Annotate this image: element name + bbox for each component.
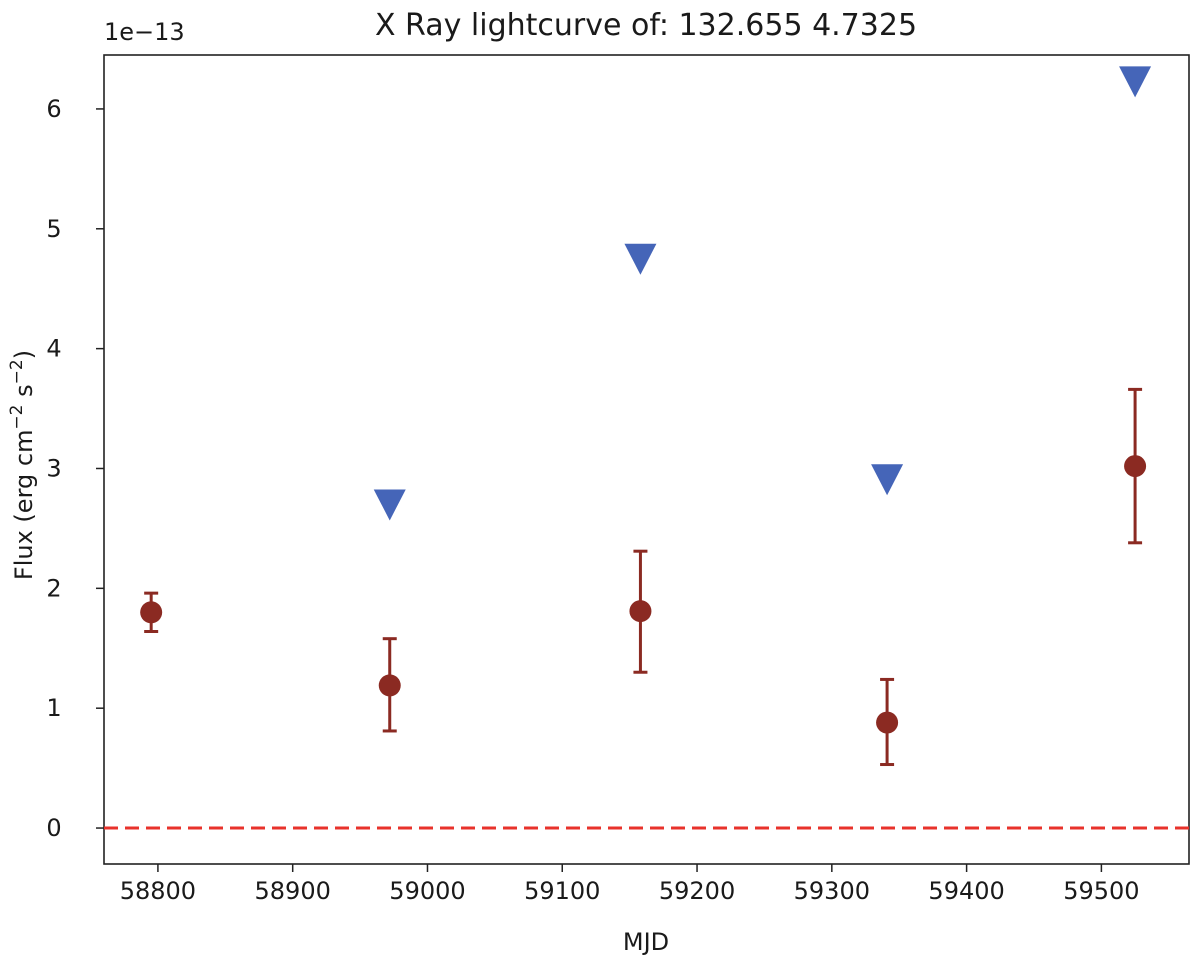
plot-frame (103, 54, 1190, 865)
y-offset-label: 1e−13 (104, 18, 185, 46)
y-axis: 0 1 2 3 4 5 6 (46, 95, 104, 842)
x-tick-label: 59100 (524, 877, 600, 905)
detection-point (1124, 455, 1147, 478)
detection-point (140, 601, 163, 624)
x-axis: 58800 58900 59000 59100 59200 59300 59400 59500 (120, 864, 1140, 905)
detection-point (629, 600, 652, 623)
upper-limit-triangle (624, 243, 657, 275)
upper-limit-triangle (871, 464, 904, 496)
y-axis-label: Flux (erg cm−2 s−2) (7, 350, 38, 580)
x-axis-label: MJD (623, 928, 669, 956)
x-tick-label: 59200 (659, 877, 735, 905)
x-tick-label: 58900 (255, 877, 331, 905)
x-tick-label: 59500 (1063, 877, 1139, 905)
y-tick-label: 5 (46, 215, 61, 243)
upper-limit-triangle (1119, 66, 1152, 98)
y-tick-label: 3 (46, 454, 61, 482)
x-tick-label: 58800 (120, 877, 196, 905)
detection-point (378, 674, 401, 697)
y-tick-label: 6 (46, 95, 61, 123)
upper-limit-triangle (373, 489, 406, 521)
plot-area (103, 54, 1190, 865)
x-tick-label: 59300 (794, 877, 870, 905)
detection-point (876, 711, 899, 734)
x-tick-label: 59000 (389, 877, 465, 905)
y-tick-label: 4 (46, 335, 61, 363)
y-tick-label: 2 (46, 574, 61, 602)
y-tick-label: 0 (46, 814, 61, 842)
x-tick-label: 59400 (928, 877, 1004, 905)
y-tick-label: 1 (46, 694, 61, 722)
chart-title: X Ray lightcurve of: 132.655 4.7325 (375, 8, 917, 43)
